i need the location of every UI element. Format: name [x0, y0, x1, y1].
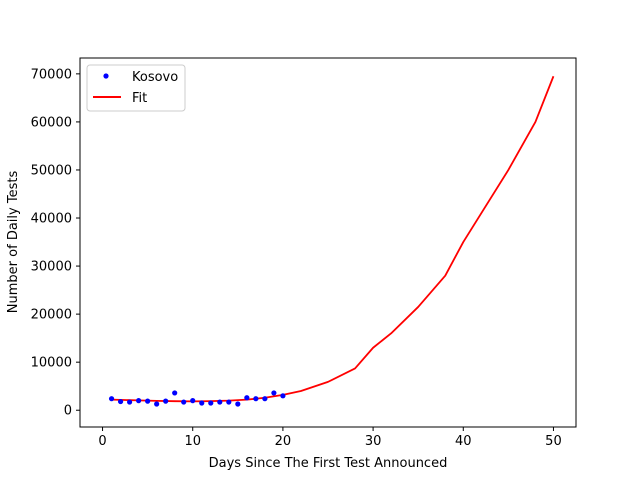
data-point	[271, 390, 277, 396]
legend-label-kosovo: Kosovo	[132, 70, 178, 85]
x-tick-label: 0	[98, 434, 106, 449]
legend: Kosovo Fit	[86, 64, 186, 112]
data-point	[172, 390, 178, 396]
data-point	[244, 395, 250, 401]
y-axis-label: Number of Daily Tests	[6, 171, 21, 314]
x-axis: 0 10 20 30 40 50	[98, 427, 562, 449]
data-point	[253, 396, 259, 402]
plot-area	[108, 75, 555, 407]
legend-box	[86, 64, 186, 112]
y-tick-label: 60000	[31, 115, 72, 130]
y-tick-label: 40000	[31, 212, 72, 227]
data-point	[127, 399, 133, 405]
legend-label-fit: Fit	[132, 91, 147, 106]
y-tick-label: 10000	[31, 356, 72, 371]
axes-frame	[79, 57, 577, 428]
data-point	[262, 396, 268, 402]
data-point	[235, 401, 241, 407]
data-point	[280, 393, 286, 399]
fit-line	[111, 75, 555, 403]
x-tick-label: 40	[455, 434, 472, 449]
y-tick-label: 70000	[31, 67, 72, 82]
data-point	[217, 399, 223, 405]
x-tick-label: 10	[184, 434, 201, 449]
y-tick-label: 20000	[31, 308, 72, 323]
x-tick-label: 50	[545, 434, 562, 449]
data-point	[136, 398, 142, 404]
y-tick-label: 30000	[31, 260, 72, 275]
data-point	[154, 401, 160, 407]
data-point	[208, 400, 214, 406]
data-point	[190, 398, 196, 404]
x-axis-label: Days Since The First Test Announced	[209, 456, 448, 471]
data-point	[117, 398, 124, 405]
data-point	[108, 396, 115, 402]
y-tick-label: 0	[64, 404, 72, 419]
data-point	[145, 398, 151, 404]
y-tick-label: 50000	[31, 163, 72, 178]
data-point	[226, 399, 232, 405]
legend-marker-kosovo	[103, 73, 109, 79]
x-tick-label: 20	[275, 434, 292, 449]
y-axis: 0 10000 20000 30000 40000 50000 60000 70000	[31, 67, 80, 419]
data-point	[199, 400, 205, 406]
data-point	[163, 398, 169, 404]
data-point	[181, 399, 187, 405]
x-tick-label: 30	[365, 434, 382, 449]
